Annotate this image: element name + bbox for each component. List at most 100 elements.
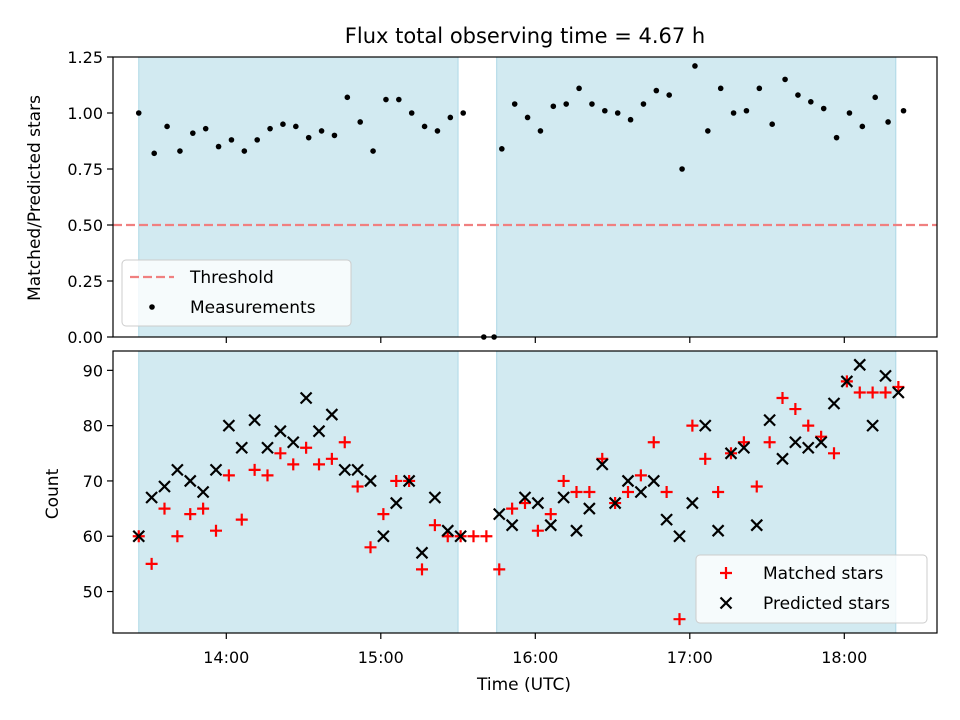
measurement-point	[228, 137, 235, 143]
y-tick-label: 80	[83, 417, 103, 436]
measurement-legend-label: Measurements	[190, 298, 316, 318]
matched-star-point	[222, 469, 235, 482]
predicted-star-point	[248, 413, 261, 427]
measurement-point	[846, 110, 853, 116]
predicted-star-point	[853, 358, 867, 372]
predicted-star-point	[789, 435, 802, 449]
matched-star-point	[313, 458, 325, 471]
measurement-point	[331, 132, 338, 139]
measurement-point	[563, 101, 569, 107]
matched-star-point	[699, 452, 712, 465]
matched-star-point	[248, 463, 261, 476]
predicted-star-point	[209, 463, 223, 477]
predicted-star-point	[454, 529, 467, 543]
matched-legend-label: Matched stars	[763, 564, 883, 584]
measurement-point	[499, 146, 505, 152]
matched-star-point	[158, 502, 171, 515]
predicted-star-point	[827, 397, 841, 410]
matched-star-point	[338, 436, 351, 449]
matched-star-point	[660, 486, 673, 498]
measurement-point	[190, 130, 196, 136]
matched-star-point	[300, 441, 313, 454]
predicted-star-point	[570, 524, 583, 537]
measurement-point	[872, 94, 878, 101]
predicted-star-point	[814, 435, 828, 449]
matched-star-point	[261, 469, 274, 482]
predicted-star-point	[261, 441, 274, 455]
matched-star-point	[557, 474, 570, 487]
count-legend: Matched stars Predicted stars	[695, 554, 928, 624]
matched-star-point	[853, 386, 866, 399]
predicted-star-point	[235, 441, 249, 455]
matched-star-point	[467, 530, 480, 543]
predicted-star-point	[583, 502, 596, 515]
measurement-point	[305, 134, 312, 141]
matched-star-point	[686, 419, 699, 432]
ratio-panel: 0.00 0.25 0.50 0.75 1.00 1.25 Threshold Measure…	[67, 48, 938, 347]
measurement-point	[421, 123, 428, 130]
predicted-star-point	[415, 546, 429, 560]
matched-star-point	[544, 508, 557, 521]
predicted-star-point	[698, 419, 712, 432]
matched-star-point	[416, 563, 428, 576]
matched-star-point	[184, 508, 197, 521]
measurement-point	[614, 110, 621, 116]
predicted-star-point	[492, 507, 506, 521]
count-y-axis-label: Count	[43, 468, 63, 519]
matched-star-point	[171, 530, 184, 543]
measurement-point	[820, 105, 827, 112]
y-tick-label: 60	[83, 527, 103, 546]
measurement-point	[859, 123, 866, 130]
observing-window	[496, 56, 897, 338]
x-tick-label: 16:00	[512, 648, 558, 667]
measurement-point	[795, 92, 801, 98]
matched-star-point	[197, 502, 210, 515]
matched-star-point	[866, 386, 879, 399]
predicted-star-point	[196, 485, 210, 499]
predicted-star-point	[531, 496, 545, 510]
matched-star-point	[622, 486, 634, 498]
predicted-star-point	[428, 491, 442, 504]
x-tick-label: 18:00	[821, 648, 867, 667]
measurement-point	[885, 119, 891, 125]
predicted-star-point	[377, 529, 390, 543]
predicted-star-point	[402, 474, 416, 488]
matched-star-point	[570, 486, 583, 498]
measurement-point	[627, 116, 634, 123]
predicted-star-point	[892, 386, 905, 399]
predicted-star-point	[660, 513, 673, 526]
y-tick-label: 0.25	[67, 272, 103, 291]
predicted-star-point	[711, 524, 725, 537]
predicted-star-point	[312, 424, 326, 438]
measurement-point	[679, 166, 685, 172]
predicted-star-point	[183, 474, 197, 488]
predicted-star-point	[351, 463, 364, 477]
predicted-star-point	[364, 474, 377, 488]
legend-box	[121, 259, 352, 327]
measurement-point	[254, 137, 260, 143]
y-tick-label: 90	[83, 361, 103, 380]
measurement-point	[460, 110, 467, 116]
matched-star-point	[210, 524, 222, 537]
measurement-point	[833, 134, 840, 141]
matched-star-point	[287, 458, 300, 471]
matched-star-point	[377, 508, 390, 521]
predicted-star-point	[686, 496, 699, 510]
predicted-star-point	[325, 408, 339, 421]
measurement-point	[408, 110, 415, 116]
predicted-star-point	[299, 391, 313, 405]
matched-star-point	[351, 480, 364, 493]
observing-window	[138, 350, 459, 634]
predicted-star-point	[673, 529, 686, 543]
ratio-y-axis-label: Matched/Predicted stars	[25, 95, 45, 301]
x-tick-label: 14:00	[203, 648, 249, 667]
matched-star-point	[274, 447, 287, 460]
predicted-star-point	[621, 474, 635, 488]
measurement-point	[293, 123, 299, 130]
measurement-point	[808, 99, 814, 105]
predicted-star-point	[763, 413, 776, 427]
matched-star-point	[325, 452, 338, 465]
threshold-legend-label: Threshold	[189, 268, 274, 288]
predicted-star-point	[557, 491, 570, 504]
